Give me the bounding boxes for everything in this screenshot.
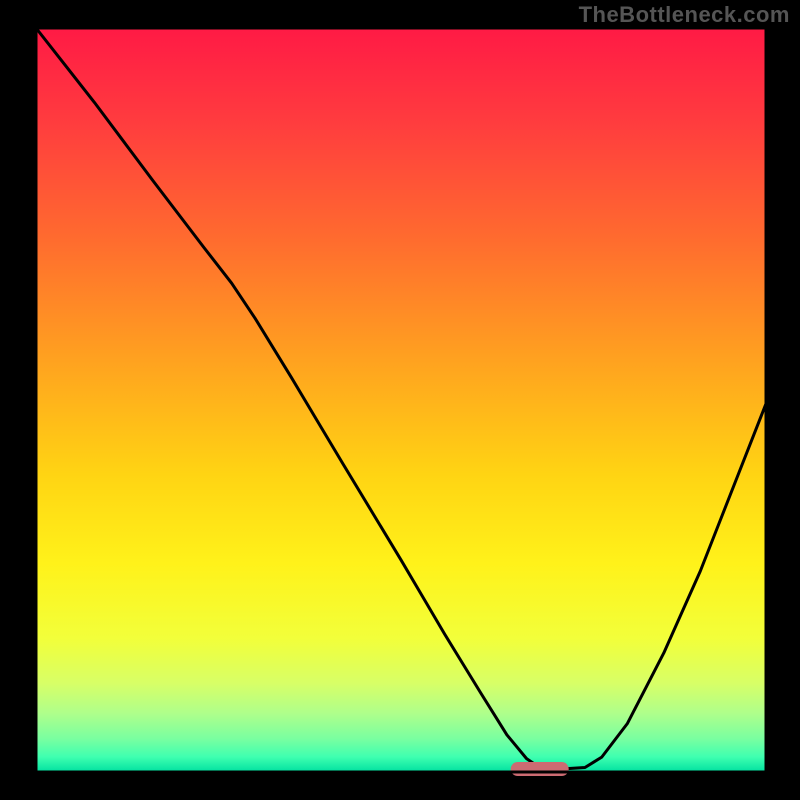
optimal-marker <box>511 762 569 776</box>
bottleneck-chart-svg <box>0 0 800 800</box>
watermark-text: TheBottleneck.com <box>579 2 790 28</box>
chart-container: TheBottleneck.com <box>0 0 800 800</box>
plot-background <box>36 28 766 772</box>
